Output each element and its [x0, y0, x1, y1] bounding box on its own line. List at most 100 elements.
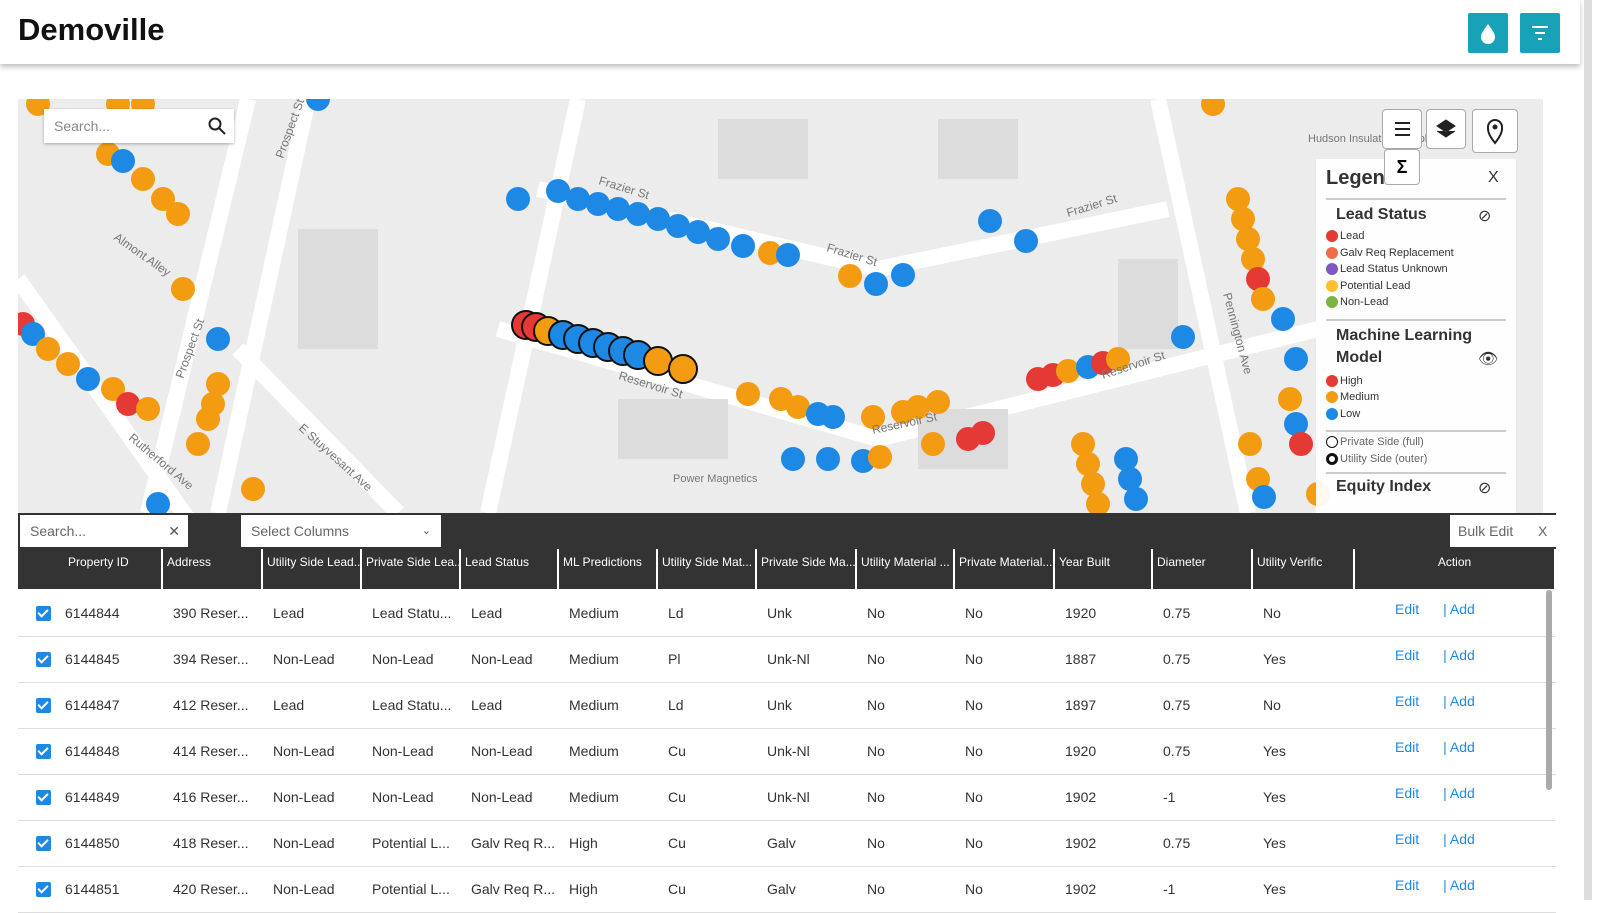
row-checkbox[interactable] — [36, 790, 51, 805]
map-marker[interactable] — [171, 277, 195, 301]
column-header[interactable]: Utility Verific — [1253, 549, 1355, 589]
visibility-toggle[interactable]: 👁 — [1478, 349, 1498, 369]
action-link[interactable]: Edit — [1395, 647, 1419, 663]
column-header[interactable]: Address — [163, 549, 263, 589]
column-header[interactable]: ML Predictions — [559, 549, 658, 589]
action-link[interactable]: Edit — [1395, 831, 1419, 847]
map-marker[interactable] — [186, 432, 210, 456]
map-marker[interactable] — [1124, 487, 1148, 511]
map-marker[interactable] — [1201, 99, 1225, 116]
map-marker[interactable] — [1114, 447, 1138, 471]
table-search[interactable]: Search...✕ — [20, 515, 188, 547]
close-table[interactable]: X — [1530, 515, 1556, 547]
map-marker[interactable] — [626, 202, 650, 226]
map-marker[interactable] — [1076, 452, 1100, 476]
map-marker[interactable] — [1056, 359, 1080, 383]
visibility-toggle[interactable]: ⊘ — [1478, 478, 1491, 498]
map-marker[interactable] — [1171, 325, 1195, 349]
map-marker[interactable] — [706, 227, 730, 251]
map-marker[interactable] — [1081, 472, 1105, 496]
action-link[interactable]: Edit — [1395, 785, 1419, 801]
column-header[interactable]: Utility Side Lead... — [263, 549, 362, 589]
map-marker[interactable] — [1238, 432, 1262, 456]
map-marker[interactable] — [111, 149, 135, 173]
map-marker[interactable] — [821, 405, 845, 429]
legend-close[interactable]: X — [1488, 169, 1499, 187]
row-checkbox[interactable] — [36, 652, 51, 667]
map-marker[interactable] — [1278, 387, 1302, 411]
map-marker[interactable] — [1014, 229, 1038, 253]
map-marker[interactable] — [241, 477, 265, 501]
action-link[interactable]: | Add — [1443, 739, 1475, 755]
map-marker[interactable] — [606, 197, 630, 221]
map-marker[interactable] — [736, 382, 760, 406]
row-checkbox[interactable] — [36, 882, 51, 897]
map-marker[interactable] — [971, 421, 995, 445]
map-marker[interactable] — [868, 445, 892, 469]
map-marker[interactable] — [166, 202, 190, 226]
select-columns[interactable]: Select Columns⌄ — [241, 515, 441, 547]
action-link[interactable]: Edit — [1395, 601, 1419, 617]
map-marker[interactable] — [76, 367, 100, 391]
page-scrollbar[interactable] — [1584, 0, 1592, 900]
map-marker[interactable] — [116, 392, 140, 416]
map-marker[interactable] — [1226, 187, 1250, 211]
clear-icon[interactable]: ✕ — [168, 515, 180, 547]
visibility-toggle[interactable]: ⊘ — [1478, 206, 1491, 226]
map-marker[interactable] — [644, 347, 672, 375]
column-header[interactable]: Property ID — [18, 549, 163, 589]
map-marker[interactable] — [978, 209, 1002, 233]
map-marker[interactable] — [36, 337, 60, 361]
map-marker[interactable] — [566, 187, 590, 211]
map-search[interactable]: Search... — [44, 109, 234, 143]
action-link[interactable]: Edit — [1395, 739, 1419, 755]
list-button[interactable] — [1382, 109, 1422, 149]
map-marker[interactable] — [506, 187, 530, 211]
column-header[interactable]: Private Side Ma... — [757, 549, 857, 589]
map-marker[interactable] — [1251, 287, 1275, 311]
action-link[interactable]: | Add — [1443, 601, 1475, 617]
map-marker[interactable] — [56, 352, 80, 376]
map-marker[interactable] — [1241, 247, 1265, 271]
action-link[interactable]: Edit — [1395, 877, 1419, 893]
map-marker[interactable] — [1271, 307, 1295, 331]
map-marker[interactable] — [1289, 432, 1313, 456]
map-marker[interactable] — [816, 447, 840, 471]
column-header[interactable]: Utility Side Mat... — [658, 549, 757, 589]
map-marker[interactable] — [131, 167, 155, 191]
map-marker[interactable] — [586, 192, 610, 216]
map-marker[interactable] — [864, 272, 888, 296]
map-marker[interactable] — [1231, 207, 1255, 231]
map-marker[interactable] — [1252, 485, 1276, 509]
map-marker[interactable] — [1284, 347, 1308, 371]
layers-button[interactable] — [1426, 109, 1466, 149]
map-marker[interactable] — [669, 355, 697, 383]
row-checkbox[interactable] — [36, 698, 51, 713]
row-checkbox[interactable] — [36, 836, 51, 851]
column-header[interactable]: Lead Status — [461, 549, 559, 589]
column-header[interactable]: Year Built — [1055, 549, 1153, 589]
action-link[interactable]: | Add — [1443, 877, 1475, 893]
action-link[interactable]: | Add — [1443, 693, 1475, 709]
map-marker[interactable] — [206, 372, 230, 396]
scrollbar[interactable] — [1546, 590, 1552, 790]
column-header[interactable]: Private Side Lea... — [362, 549, 461, 589]
row-checkbox[interactable] — [36, 744, 51, 759]
map-marker[interactable] — [776, 243, 800, 267]
action-link[interactable]: Edit — [1395, 693, 1419, 709]
map-marker[interactable] — [1236, 227, 1260, 251]
action-link[interactable]: | Add — [1443, 785, 1475, 801]
action-link[interactable]: | Add — [1443, 831, 1475, 847]
map-marker[interactable] — [1246, 267, 1270, 291]
map-marker[interactable] — [206, 327, 230, 351]
map-marker[interactable] — [136, 397, 160, 421]
row-checkbox[interactable] — [36, 606, 51, 621]
bulk-edit[interactable]: Bulk Edit — [1450, 515, 1530, 547]
map-marker[interactable] — [891, 263, 915, 287]
map-marker[interactable] — [1071, 432, 1095, 456]
drop-button[interactable] — [1468, 13, 1508, 53]
action-link[interactable]: | Add — [1443, 647, 1475, 663]
column-header[interactable]: Utility Material ... — [857, 549, 955, 589]
column-header[interactable]: Diameter — [1153, 549, 1253, 589]
map-marker[interactable] — [838, 264, 862, 288]
